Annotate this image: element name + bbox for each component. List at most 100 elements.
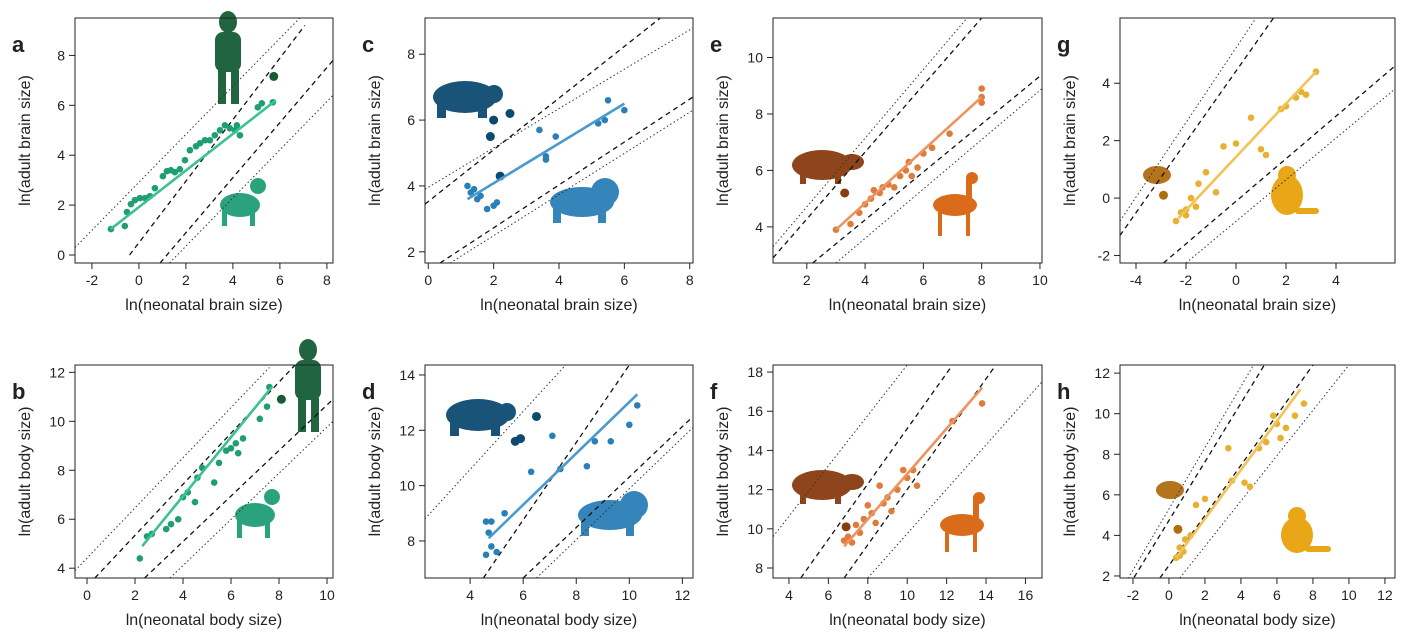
point (842, 522, 851, 531)
point (175, 516, 182, 523)
panel-label: b (12, 379, 25, 404)
plot-area (425, 365, 693, 578)
y-tick-label: -2 (1098, 248, 1111, 264)
point (1193, 502, 1200, 509)
point (1301, 400, 1308, 407)
y-tick-label: 8 (407, 46, 415, 62)
x-tick-label: 4 (229, 272, 237, 288)
point (488, 518, 495, 525)
point (1303, 91, 1310, 98)
x-tick-label: 0 (424, 272, 432, 288)
x-tick-label: -2 (1127, 587, 1140, 603)
x-tick-label: 4 (1237, 587, 1245, 603)
deer-silhouette (933, 172, 978, 236)
y-tick-label: 14 (399, 367, 415, 383)
panel: aln(neonatal brain size)ln(adult brain s… (12, 18, 333, 314)
plot-frame (1120, 18, 1395, 263)
point (876, 482, 883, 489)
point (1203, 169, 1210, 176)
plot-area (75, 365, 333, 578)
point (584, 463, 591, 470)
x-axis-label: ln(neonatal body size) (829, 612, 986, 629)
panel-label: f (710, 379, 718, 404)
x-tick-label: 4 (555, 272, 563, 288)
x-tick-label: 0 (1232, 272, 1240, 288)
point (607, 438, 614, 445)
point (549, 433, 556, 440)
point (168, 521, 175, 528)
y-axis-label: ln(adult brain size) (17, 75, 34, 206)
y-axis-label: ln(adult brain size) (367, 75, 384, 206)
x-tick-label: 10 (1341, 587, 1357, 603)
point (1233, 140, 1240, 147)
point (891, 184, 898, 191)
y-axis-label: ln(adult body size) (1062, 407, 1079, 537)
y-tick-label: 4 (1102, 527, 1110, 543)
x-tick-label: -2 (86, 272, 99, 288)
x-tick-label: 6 (620, 272, 628, 288)
dotted-line (536, 428, 693, 578)
x-tick-label: 2 (131, 587, 139, 603)
x-tick-label: 4 (785, 587, 793, 603)
x-axis-label: ln(neonatal body size) (126, 612, 283, 629)
y-tick-label: 8 (755, 560, 763, 576)
bear-silhouette (446, 399, 516, 436)
panel: hln(neonatal body size)ln(adult body siz… (1057, 365, 1395, 629)
panel: cln(neonatal brain size)ln(adult brain s… (362, 18, 694, 314)
point (182, 157, 189, 164)
x-tick-label: 6 (1273, 587, 1281, 603)
point (516, 434, 525, 443)
panel: eln(neonatal brain size)ln(adult brain s… (710, 18, 1048, 314)
point (240, 435, 247, 442)
x-tick-label: 8 (864, 587, 872, 603)
point (864, 502, 871, 509)
y-tick-label: 2 (1102, 133, 1110, 149)
x-tick-label: 4 (466, 587, 474, 603)
point (1173, 525, 1182, 534)
panel-label: h (1057, 379, 1070, 404)
point (207, 137, 214, 144)
point (484, 206, 491, 213)
plot-area (1120, 365, 1349, 600)
point (1241, 479, 1248, 486)
point (979, 400, 986, 407)
point (626, 421, 633, 428)
y-tick-label: 2 (57, 197, 65, 213)
y-axis-label: ln(adult body size) (367, 407, 384, 537)
plot-area (425, 18, 693, 263)
point (269, 72, 278, 81)
point (464, 183, 471, 190)
hamster-silhouette (1156, 481, 1184, 499)
point (493, 549, 500, 556)
point (1258, 146, 1265, 153)
point (237, 132, 244, 139)
point (488, 543, 495, 550)
y-tick-label: 10 (49, 413, 65, 429)
point (840, 189, 849, 198)
point (946, 130, 953, 137)
y-tick-label: 6 (407, 112, 415, 128)
point (1248, 114, 1255, 121)
plot-frame (773, 18, 1042, 263)
point (192, 499, 199, 506)
plot-frame (425, 18, 693, 263)
x-tick-label: 8 (275, 587, 283, 603)
bear-silhouette (433, 81, 503, 118)
point (264, 403, 271, 410)
y-tick-label: 8 (1102, 446, 1110, 462)
y-axis-label: ln(adult body size) (17, 407, 34, 537)
y-tick-label: 18 (747, 364, 763, 380)
point (228, 445, 235, 452)
point (483, 551, 490, 558)
dotted-line (75, 18, 300, 248)
x-tick-label: 16 (1018, 587, 1034, 603)
point (1173, 218, 1180, 225)
x-tick-label: 2 (182, 272, 190, 288)
y-tick-label: 6 (1102, 487, 1110, 503)
y-tick-label: 10 (747, 521, 763, 537)
point (211, 479, 218, 486)
dotted-line (75, 367, 269, 570)
point (1270, 412, 1277, 419)
panel: gln(neonatal brain size)ln(adult brain s… (1057, 18, 1395, 314)
point (532, 412, 541, 421)
